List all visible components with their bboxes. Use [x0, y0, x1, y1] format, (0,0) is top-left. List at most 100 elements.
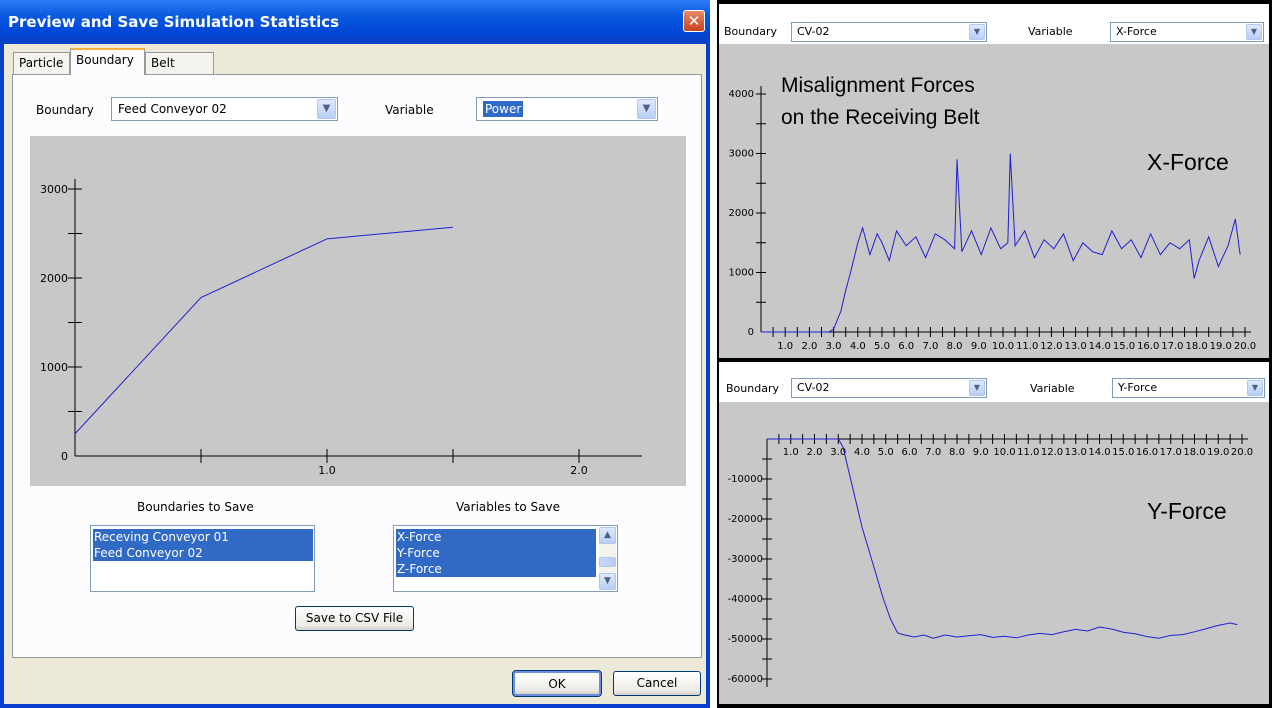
- y-tick-label: -20000: [728, 514, 763, 525]
- x-tick-label: 13.0: [1065, 447, 1087, 458]
- y-tick-label: 4000: [729, 89, 754, 100]
- boundary-label: Boundary: [724, 25, 777, 38]
- boundary-select[interactable]: Feed Conveyor 02 ▼: [111, 97, 338, 121]
- y-tick-label: 3000: [40, 183, 68, 196]
- variable-select[interactable]: X-Force ▼: [1110, 22, 1264, 42]
- close-button[interactable]: ✕: [683, 10, 705, 32]
- power-series-line: [74, 226, 454, 435]
- x-tick-label: 1.0: [783, 447, 799, 458]
- x-tick-label: 5.0: [878, 447, 894, 458]
- cancel-button[interactable]: Cancel: [613, 671, 701, 696]
- x-tick-label: 8.0: [947, 341, 963, 352]
- x-tick-label: 20.0: [1234, 341, 1256, 352]
- variables-to-save-label: Variables to Save: [456, 500, 560, 514]
- tab-particle[interactable]: Particle: [13, 52, 70, 74]
- list-item[interactable]: Feed Conveyor 02: [93, 545, 313, 561]
- list-item[interactable]: X-Force: [396, 529, 596, 545]
- x-force-chart-svg: 4000 3000 2000 1000 0 1.0 2.0 3.0 4.0 5.0 6.0 7.0 8.…: [729, 74, 1257, 352]
- boundary-select-value: CV-02: [797, 381, 830, 394]
- x-tick-label: 4.0: [854, 447, 870, 458]
- variable-select-value: Power: [483, 101, 524, 117]
- boundaries-to-save-label: Boundaries to Save: [137, 500, 254, 514]
- x-tick-label: 11.0: [1017, 447, 1039, 458]
- x-tick-label: 10.0: [992, 341, 1014, 352]
- title-bar[interactable]: Preview and Save Simulation Statistics ✕: [0, 0, 710, 44]
- variable-label: Variable: [1030, 382, 1075, 395]
- x-force-panel: Boundary CV-02 ▼ Variable X-Force ▼ 4000…: [719, 4, 1269, 358]
- y-tick-label: 1000: [729, 268, 754, 279]
- x-tick-label: 19.0: [1207, 447, 1229, 458]
- boundary-select[interactable]: CV-02 ▼: [791, 22, 987, 42]
- boundary-select-value: Feed Conveyor 02: [118, 102, 227, 116]
- x-tick-label: 16.0: [1136, 447, 1158, 458]
- tab-label: Particle: [19, 56, 64, 70]
- y-tick-label: 2000: [729, 208, 754, 219]
- x-tick-label: 2.0: [807, 447, 823, 458]
- scroll-up-icon[interactable]: ▲: [599, 527, 616, 544]
- x-tick-label: 2.0: [801, 341, 817, 352]
- y-tick-label: -30000: [728, 554, 763, 565]
- close-icon: ✕: [687, 12, 701, 30]
- list-item[interactable]: Z-Force: [396, 561, 596, 577]
- x-tick-label: 3.0: [826, 341, 842, 352]
- scroll-thumb[interactable]: [599, 557, 616, 567]
- boundary-select-value: CV-02: [797, 25, 830, 38]
- list-item[interactable]: Receving Conveyor 01: [93, 529, 313, 545]
- variable-label: Variable: [385, 103, 434, 117]
- x-tick-label: 6.0: [898, 341, 914, 352]
- x-tick-label: 15.0: [1112, 447, 1134, 458]
- list-item[interactable]: Y-Force: [396, 545, 596, 561]
- x-tick-label: 7.0: [922, 341, 938, 352]
- chevron-down-icon[interactable]: ▼: [969, 380, 985, 396]
- y-tick-label: -50000: [728, 634, 763, 645]
- x-tick-label: 4.0: [850, 341, 866, 352]
- x-tick-label: 20.0: [1231, 447, 1253, 458]
- boundary-label: Boundary: [726, 382, 779, 395]
- x-tick-label: 14.0: [1089, 341, 1111, 352]
- x-tick-label: 6.0: [902, 447, 918, 458]
- tab-belt-wear[interactable]: Belt Wear: [145, 52, 214, 90]
- annotation-text: Misalignment Forces: [781, 74, 975, 97]
- chevron-down-icon[interactable]: ▼: [1247, 380, 1263, 396]
- tab-label: Boundary: [76, 53, 134, 67]
- x-tick-label: 1.0: [777, 341, 793, 352]
- listbox-scrollbar[interactable]: ▲ ▼: [599, 527, 616, 590]
- save-csv-button[interactable]: Save to CSV File: [295, 606, 414, 631]
- y-force-series-line: [767, 438, 1238, 639]
- variable-select[interactable]: Power ▼: [476, 97, 658, 121]
- variable-label: Variable: [1028, 25, 1073, 38]
- scroll-down-icon[interactable]: ▼: [599, 573, 616, 590]
- x-tick-label: 19.0: [1210, 341, 1232, 352]
- x-tick-label: 10.0: [993, 447, 1015, 458]
- y-force-panel: Boundary CV-02 ▼ Variable Y-Force ▼ -100…: [719, 362, 1269, 704]
- ok-button[interactable]: OK: [512, 670, 602, 697]
- x-tick-label: 7.0: [925, 447, 941, 458]
- variables-listbox[interactable]: X-Force Y-Force Z-Force ▲ ▼: [393, 525, 618, 592]
- x-tick-label: 15.0: [1113, 341, 1135, 352]
- chevron-down-icon[interactable]: ▼: [969, 24, 985, 40]
- y-tick-label: 2000: [40, 272, 68, 285]
- annotation-text: on the Receiving Belt: [781, 106, 980, 129]
- y-tick-label: 3000: [729, 149, 754, 160]
- x-tick-label: 12.0: [1041, 447, 1063, 458]
- chevron-down-icon[interactable]: ▼: [317, 99, 336, 119]
- x-tick-label: 8.0: [949, 447, 965, 458]
- x-tick-label: 3.0: [830, 447, 846, 458]
- dialog-title: Preview and Save Simulation Statistics: [8, 13, 340, 31]
- variable-select[interactable]: Y-Force ▼: [1112, 378, 1265, 398]
- y-tick-label: -60000: [728, 674, 763, 685]
- chevron-down-icon[interactable]: ▼: [637, 99, 656, 119]
- power-chart: 3000 2000 1000 0 1.0 2.0: [30, 136, 686, 486]
- chevron-down-icon[interactable]: ▼: [1246, 24, 1262, 40]
- x-tick-label: 11.0: [1016, 341, 1038, 352]
- boundary-label: Boundary: [36, 103, 94, 117]
- boundary-select[interactable]: CV-02 ▼: [791, 378, 987, 398]
- power-chart-svg: 3000 2000 1000 0 1.0 2.0: [40, 179, 642, 477]
- variable-select-value: X-Force: [1116, 25, 1157, 38]
- x-tick-label: 14.0: [1088, 447, 1110, 458]
- x-tick-label: 13.0: [1064, 341, 1086, 352]
- y-tick-label: 1000: [40, 361, 68, 374]
- tab-boundary[interactable]: Boundary: [70, 48, 145, 75]
- boundaries-listbox[interactable]: Receving Conveyor 01 Feed Conveyor 02: [90, 525, 315, 592]
- y-tick-label: 0: [61, 450, 68, 463]
